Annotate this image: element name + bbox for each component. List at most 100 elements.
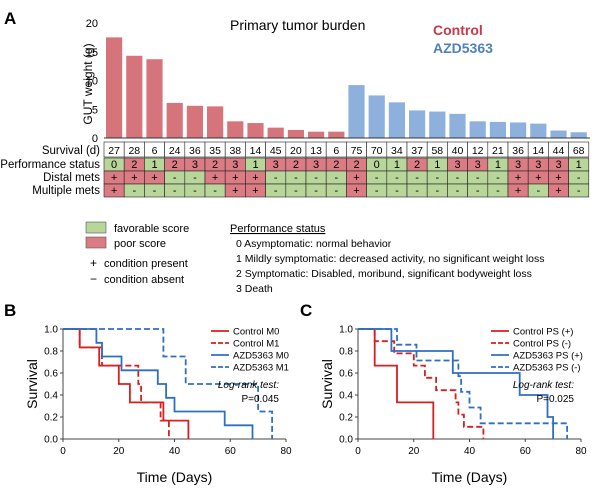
bar-control-10 <box>287 129 304 138</box>
ps-title: Performance status <box>230 223 326 235</box>
cell-value: 1 <box>495 159 501 171</box>
legend-label: Control PS (+) <box>513 327 573 338</box>
bar-azd-9 <box>510 122 527 138</box>
favorable-label: favorable score <box>114 223 189 235</box>
cell-value: + <box>111 185 117 197</box>
cell-value: 2 <box>414 159 420 171</box>
cell-value: - <box>173 172 177 184</box>
cell-value: 6 <box>152 145 158 157</box>
poor-swatch <box>85 236 107 249</box>
cell-value: 2 <box>212 159 218 171</box>
bar-control-3 <box>146 59 163 138</box>
bar-control-1 <box>106 37 123 138</box>
y-tick-label: 0.0 <box>339 435 353 446</box>
panel-label-b: B <box>4 301 16 320</box>
log-rank-label: Log-rank test: <box>218 380 279 391</box>
legend-label: Control PS (-) <box>513 339 571 350</box>
legend-label: Control M0 <box>233 327 279 338</box>
km-curve-azd5363-ps <box>358 328 568 439</box>
x-tick-label: 40 <box>169 446 181 457</box>
panel-label-a: A <box>4 9 16 28</box>
cell-value: 40 <box>452 145 464 157</box>
row-label: Multiple mets <box>32 185 100 197</box>
cell-value: - <box>375 172 379 184</box>
bar-control-11 <box>308 131 325 138</box>
cell-value: + <box>232 185 238 197</box>
cell-value: 1 <box>394 159 400 171</box>
cell-value: - <box>294 185 298 197</box>
cell-value: 0 <box>374 159 380 171</box>
legend-label: AZD5363 PS (+) <box>513 351 583 362</box>
cell-value: + <box>555 172 561 184</box>
cell-value: 13 <box>310 145 322 157</box>
cell-value: 3 <box>515 159 521 171</box>
km-curve-azd5363-m0 <box>63 328 254 439</box>
chart-title: Primary tumor burden <box>230 17 365 33</box>
cell-value: - <box>314 185 318 197</box>
legend-label: AZD5363 PS (-) <box>513 363 581 374</box>
x-axis-label: Time (Days) <box>432 469 508 485</box>
cell-value: 2 <box>172 159 178 171</box>
cell-value: 2 <box>131 159 137 171</box>
cell-value: 14 <box>250 145 262 157</box>
x-tick-label: 0 <box>60 446 66 457</box>
y-tick-label: 0.8 <box>339 347 353 358</box>
y-tick-label: 5 <box>92 104 98 116</box>
cell-value: - <box>476 185 480 197</box>
cell-value: 45 <box>270 145 282 157</box>
legend-azd5363: AZD5363 <box>433 40 493 56</box>
x-tick-label: 0 <box>355 446 361 457</box>
y-tick-label: 0.6 <box>44 369 58 380</box>
cell-value: + <box>131 172 137 184</box>
cell-value: 3 <box>273 159 279 171</box>
cell-value: 36 <box>189 145 201 157</box>
legend-label: AZD5363 M1 <box>233 363 289 374</box>
cell-value: - <box>456 172 460 184</box>
poor-label: poor score <box>114 238 166 250</box>
y-axis-label: Survival <box>24 359 40 409</box>
ps-item-3: 3 Death <box>236 283 273 295</box>
cell-value: 58 <box>431 145 443 157</box>
cell-value: - <box>476 172 480 184</box>
bar-control-4 <box>166 102 183 138</box>
cell-value: - <box>496 172 500 184</box>
cell-value: - <box>375 185 379 197</box>
cell-value: + <box>353 185 359 197</box>
y-tick-label: 0.6 <box>339 369 353 380</box>
cell-value: 68 <box>573 145 585 157</box>
y-tick-label: 0.0 <box>44 435 58 446</box>
cell-value: - <box>395 172 399 184</box>
cell-value: 70 <box>371 145 383 157</box>
cell-value: + <box>212 172 218 184</box>
cell-value: - <box>294 172 298 184</box>
cell-value: 0 <box>111 159 117 171</box>
present-symbol: + <box>90 256 97 270</box>
bar-control-6 <box>207 106 224 138</box>
cell-value: + <box>151 172 157 184</box>
cell-value: 1 <box>434 159 440 171</box>
km-plot-b: 0.0 0.2 0.4 0.6 0.8 1.0 0 20 40 60 80 Time (Days) Su… <box>24 325 292 486</box>
km-curve-control-ps <box>358 328 485 439</box>
cell-value: 12 <box>472 145 484 157</box>
y-tick-label: 0 <box>92 133 98 145</box>
bar-control-2 <box>126 55 143 138</box>
cell-value: - <box>193 172 197 184</box>
bar-azd-8 <box>489 121 506 138</box>
y-axis-ticks: 0 5 10 15 20 <box>86 18 98 145</box>
cell-value: 34 <box>391 145 403 157</box>
ps-item-1: 1 Mildly symptomatic: decreased activity… <box>236 253 545 265</box>
cell-value: - <box>496 185 500 197</box>
y-axis-label: Survival <box>319 359 335 409</box>
cell-value: 2 <box>353 159 359 171</box>
cell-value: 3 <box>192 159 198 171</box>
bar-azd-7 <box>469 121 486 138</box>
km-curve-control-m1 <box>63 328 170 439</box>
bar-control-9 <box>267 127 284 138</box>
table-cell <box>568 141 590 158</box>
km-curve-azd5363-ps <box>358 328 554 439</box>
y-tick-label: 15 <box>86 47 98 59</box>
cell-value: + <box>232 172 238 184</box>
x-tick-label: 40 <box>464 446 476 457</box>
cell-value: + <box>515 172 521 184</box>
